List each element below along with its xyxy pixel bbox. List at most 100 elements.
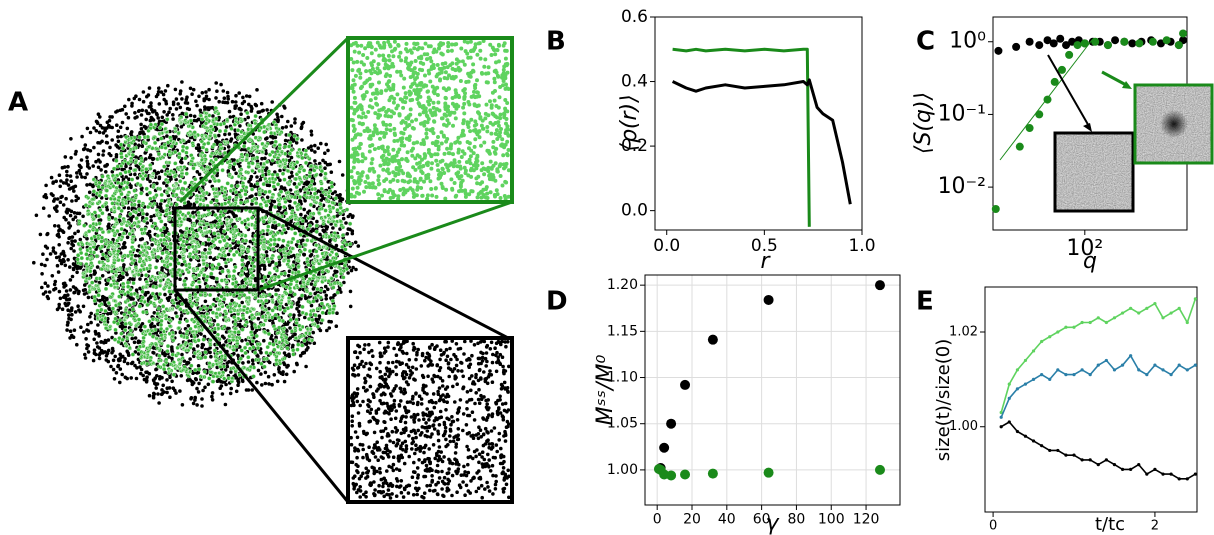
zoom-region bbox=[173, 206, 260, 292]
y-tick-label: 0.0 bbox=[621, 201, 648, 221]
point bbox=[1153, 301, 1157, 306]
point bbox=[1161, 472, 1165, 476]
charts: 0.0 0.5 1.00.00.20.40.6r⟨ρ(r)⟩10²10⁰10⁻¹10… bbox=[593, 7, 1198, 535]
point bbox=[1088, 320, 1092, 325]
point bbox=[1025, 124, 1034, 133]
point bbox=[1112, 463, 1117, 467]
x-tick-label: 80 bbox=[788, 511, 806, 527]
point bbox=[707, 334, 718, 345]
point bbox=[680, 469, 691, 480]
line bbox=[671, 78, 852, 205]
plot-frame bbox=[654, 16, 863, 231]
y-tick-label: 0.6 bbox=[621, 7, 648, 27]
point bbox=[1007, 420, 1011, 424]
point bbox=[1120, 311, 1125, 315]
plot-frame bbox=[644, 274, 901, 506]
point bbox=[1088, 458, 1092, 462]
point bbox=[1012, 42, 1021, 51]
fit-line bbox=[999, 39, 1093, 161]
x-tick-label: 0.0 bbox=[653, 236, 680, 256]
point bbox=[1104, 358, 1108, 363]
point bbox=[1023, 358, 1028, 363]
point bbox=[1145, 373, 1149, 377]
point bbox=[1040, 373, 1044, 377]
point bbox=[1193, 297, 1197, 301]
point bbox=[1169, 311, 1173, 315]
point bbox=[1023, 434, 1028, 438]
x-tick-label: 10² bbox=[1066, 236, 1103, 261]
point bbox=[1096, 463, 1100, 467]
point bbox=[1104, 320, 1108, 325]
point bbox=[1056, 448, 1060, 453]
point bbox=[1177, 477, 1181, 481]
point bbox=[1015, 368, 1019, 372]
x-tick-label: 120 bbox=[853, 511, 880, 527]
point bbox=[1104, 458, 1108, 462]
point bbox=[1080, 39, 1089, 48]
point bbox=[991, 204, 1000, 213]
point bbox=[1153, 467, 1157, 471]
y-tick-label: 1.05 bbox=[607, 416, 638, 432]
x-tick-label: 0.5 bbox=[751, 236, 778, 256]
point bbox=[707, 468, 718, 479]
arrowhead bbox=[1083, 123, 1092, 132]
x-tick-label: 0 bbox=[989, 518, 997, 533]
y-tick-label: 1.00 bbox=[949, 419, 978, 434]
point bbox=[1177, 363, 1181, 367]
point bbox=[1035, 41, 1044, 50]
point bbox=[1080, 320, 1084, 325]
y-tick-label: 10⁻² bbox=[938, 174, 986, 199]
point bbox=[1040, 444, 1044, 448]
point bbox=[1120, 467, 1125, 471]
point bbox=[763, 294, 774, 305]
zoom-frame bbox=[346, 36, 514, 204]
panel-label: B bbox=[546, 27, 566, 57]
x-tick-label: 100 bbox=[818, 511, 845, 527]
point bbox=[1129, 354, 1133, 358]
point bbox=[1065, 50, 1074, 59]
point bbox=[999, 425, 1003, 429]
zoom-frame bbox=[346, 336, 514, 504]
chart: 0 2 1.00 1.02 t/tc size(t)/size(0) bbox=[933, 286, 1198, 535]
point bbox=[666, 470, 677, 481]
point bbox=[1025, 37, 1034, 46]
chart: 10² 10⁰ 10⁻¹ 10⁻² q ⟨S(q)⟩ bbox=[911, 16, 1188, 274]
point bbox=[1096, 363, 1100, 367]
x-tick-label: 60 bbox=[753, 511, 771, 527]
y-tick-label: 1.00 bbox=[607, 462, 638, 478]
point bbox=[1043, 36, 1052, 45]
y-tick-label: 0.4 bbox=[621, 72, 648, 92]
point bbox=[1031, 377, 1036, 381]
line bbox=[1000, 298, 1197, 413]
point bbox=[1072, 325, 1076, 329]
point bbox=[1174, 41, 1183, 50]
y-tick-label: 10⁻¹ bbox=[938, 101, 986, 126]
point bbox=[1179, 29, 1188, 38]
point bbox=[763, 467, 774, 478]
point bbox=[1145, 472, 1149, 476]
point bbox=[1031, 439, 1036, 443]
point bbox=[1145, 306, 1149, 310]
arrow bbox=[1047, 54, 1091, 129]
point bbox=[1031, 349, 1036, 353]
panel-label: A bbox=[8, 88, 28, 118]
x-tick-label: 0 bbox=[653, 511, 662, 527]
point bbox=[1040, 339, 1044, 344]
inset-images bbox=[999, 39, 1214, 213]
particle-snapshot bbox=[31, 36, 514, 504]
point bbox=[1043, 95, 1052, 104]
point bbox=[1088, 373, 1092, 377]
y-axis-label: Mˢˢ/M⁰ bbox=[593, 355, 618, 426]
point bbox=[1137, 311, 1141, 315]
point bbox=[1015, 142, 1024, 151]
point bbox=[1049, 39, 1058, 48]
chart: 0.0 0.5 1.0 0.0 0.2 0.4 0.6 r ⟨ρ(r)⟩ bbox=[617, 7, 876, 274]
point bbox=[1048, 377, 1052, 381]
point bbox=[1007, 382, 1011, 386]
point bbox=[1023, 382, 1028, 386]
point bbox=[1050, 77, 1059, 86]
point bbox=[1153, 363, 1157, 367]
point bbox=[1129, 467, 1133, 471]
point bbox=[1193, 363, 1197, 367]
point bbox=[1111, 36, 1120, 45]
